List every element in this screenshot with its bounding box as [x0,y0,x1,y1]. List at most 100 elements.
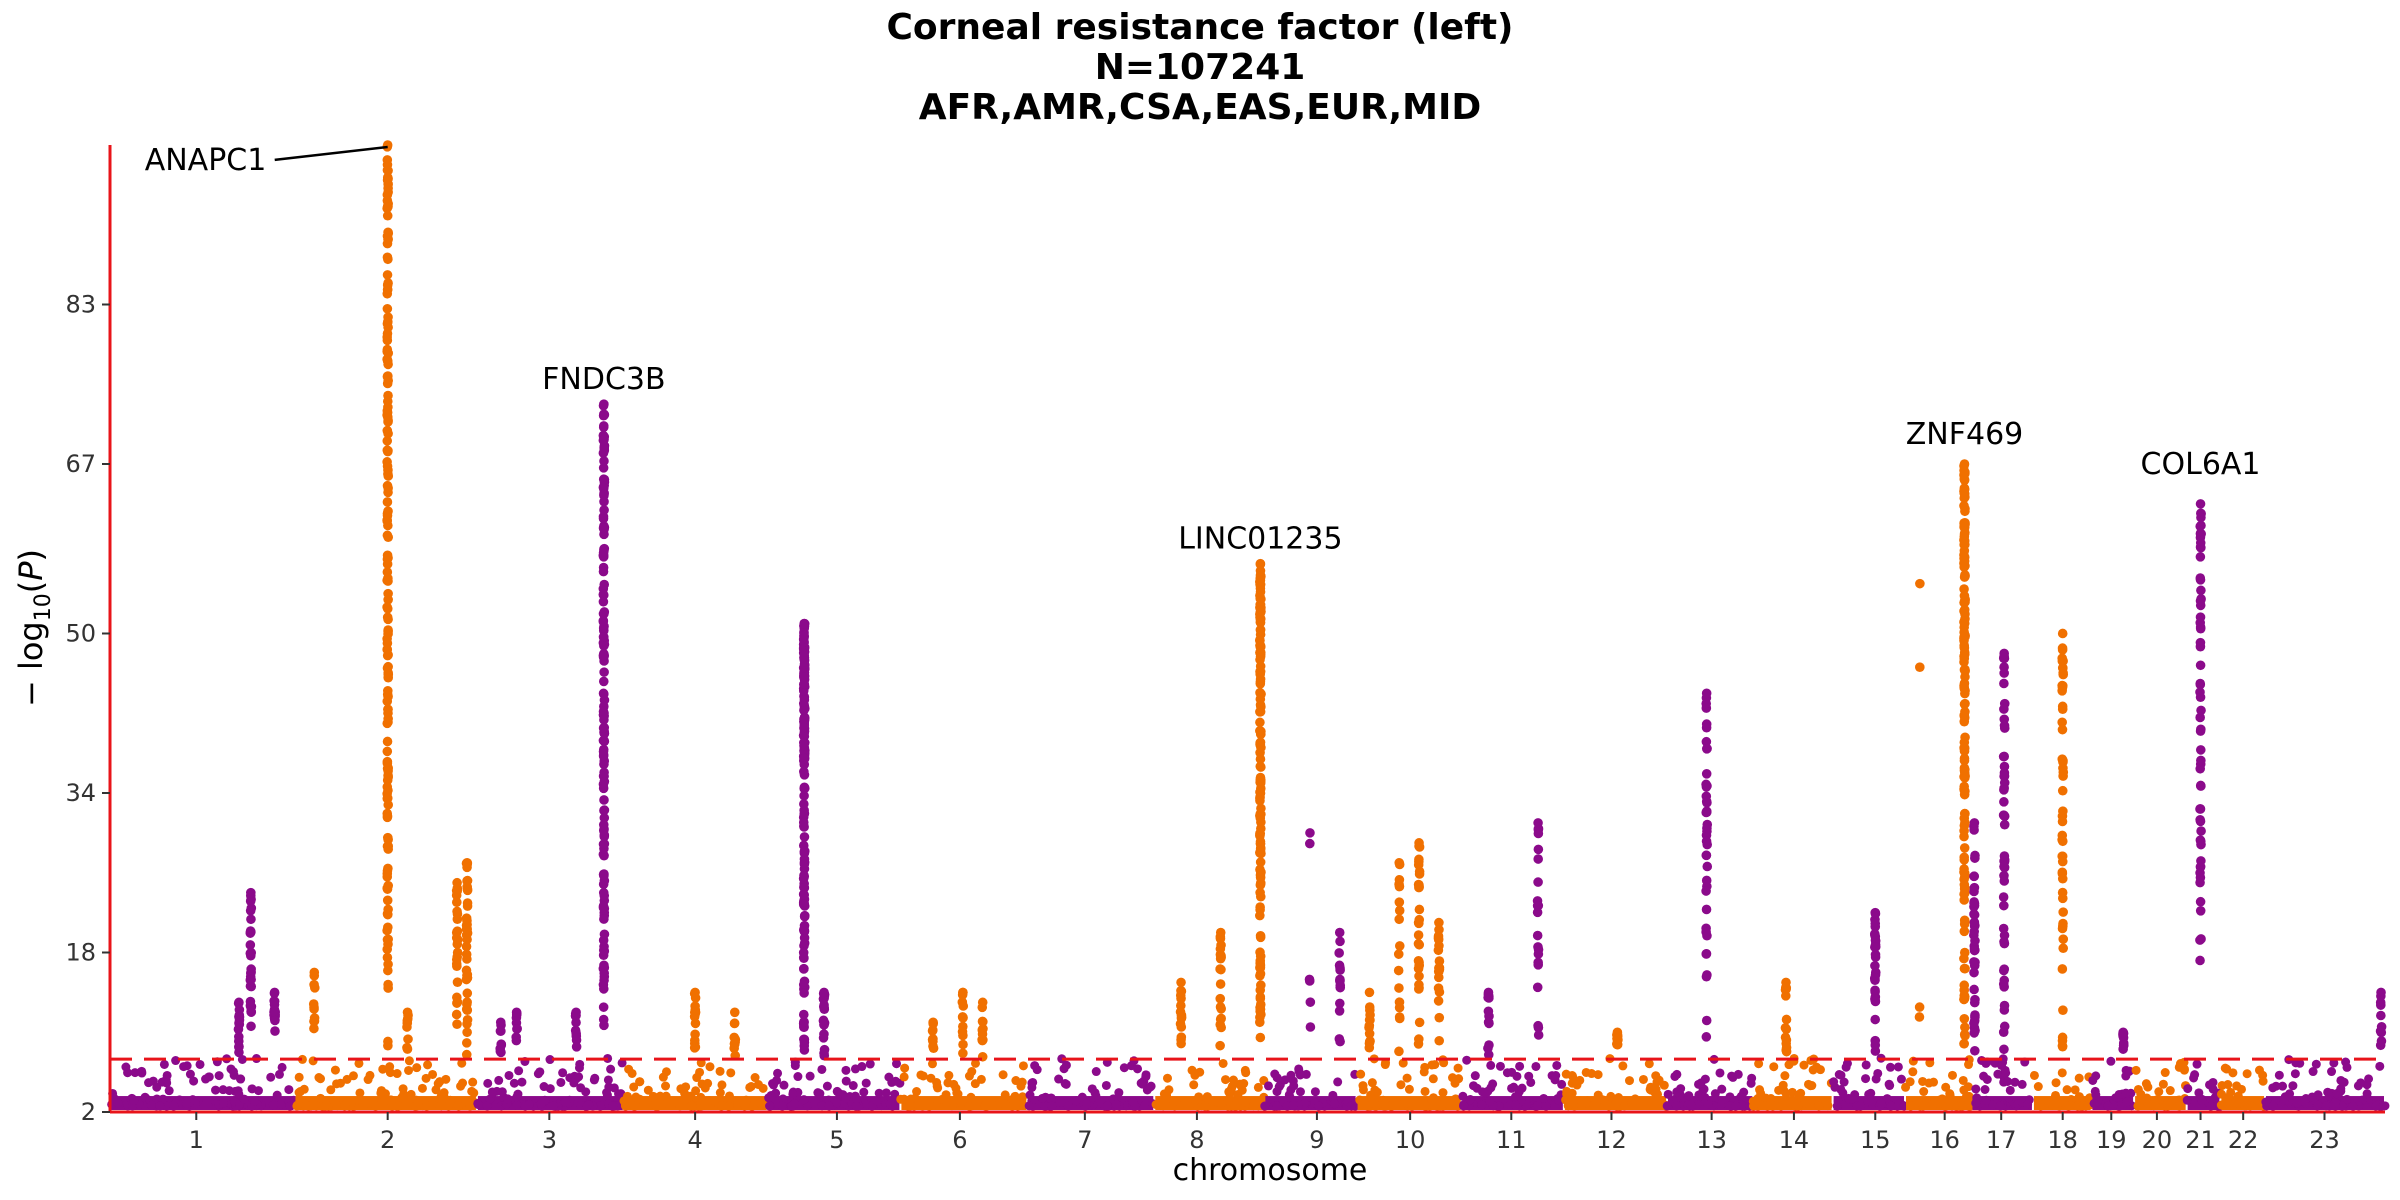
snp-point [2131,1065,2141,1075]
snp-point [1333,1077,1343,1087]
snp-point [468,1077,478,1087]
snp-point [822,1081,832,1091]
snp-point [495,1026,506,1036]
snp-point [1839,1077,1849,1087]
snp-point [2329,1058,2339,1068]
snp-point [598,422,609,433]
snp-point [574,1072,584,1082]
snp-point [740,1098,750,1108]
snp-point [1459,1101,1469,1111]
snp-point [1018,1092,1028,1102]
snp-point [2179,1065,2189,1075]
snp-point [798,899,809,909]
snp-point [599,434,609,445]
snp-point [1567,1071,1577,1081]
snp-point [427,1100,437,1110]
snp-point [556,1077,566,1087]
snp-point [1959,763,1970,773]
snp-point [1727,1071,1737,1081]
snp-point [1470,1071,1480,1081]
snp-point [494,1075,504,1085]
snp-point [382,238,393,249]
snp-point [604,1082,614,1092]
x-tick-label: 16 [1929,1126,1960,1154]
snp-point [246,1021,256,1032]
snp-point [330,1097,340,1107]
snp-point [503,1094,513,1104]
snp-point [1701,971,1712,982]
snp-point [726,1068,736,1078]
lead-snp-point [928,1017,938,1028]
snp-point [320,1101,330,1111]
snp-point [1215,1019,1226,1030]
snp-point [2376,1010,2386,1021]
snp-point [1071,1096,1081,1106]
snp-point [1937,1094,1947,1104]
snp-point [1028,1077,1038,1087]
snp-point [891,1076,901,1086]
snp-point [598,548,609,558]
snp-point [383,800,394,810]
snp-point [1785,1099,1795,1109]
chart-title-line-2: N=107241 [1094,47,1306,88]
snp-point [2196,520,2206,531]
snp-point [1433,983,1444,993]
snp-point [1433,996,1444,1006]
background-points [107,1053,2390,1111]
snp-point [799,654,810,665]
snp-point [383,668,393,678]
snp-point [246,947,256,958]
snp-point [750,1073,760,1083]
snp-point [1920,1100,1930,1110]
snp-point [1919,1087,1929,1097]
snp-point [1414,882,1424,892]
snp-point [1396,1080,1406,1090]
snp-point [1959,919,1970,929]
snp-point [1562,1086,1572,1096]
snp-point [1434,924,1444,935]
snp-point [1593,1090,1603,1100]
snp-point [1256,702,1266,712]
snp-point [1876,1098,1886,1108]
snp-point [462,969,473,980]
snp-point [382,602,392,612]
lead-snp-point [309,967,320,978]
snp-point [1638,1074,1648,1084]
snp-point [285,1101,295,1111]
snp-point [517,1077,527,1087]
x-tick-label: 12 [1596,1126,1627,1154]
snp-point [2195,905,2206,916]
snp-point [1218,1058,1228,1068]
snp-point [629,1082,639,1092]
gene-label: ANAPC1 [145,143,267,178]
snp-point [1533,1101,1543,1111]
snp-point [1233,1090,1243,1100]
y-tick-label: 50 [65,619,96,647]
snp-point [2196,585,2206,596]
snp-point [977,1029,988,1039]
snp-point [1552,1060,1562,1070]
snp-point [606,1064,616,1074]
snp-point [1796,1088,1806,1098]
snp-point [451,897,462,908]
snp-point [1231,1101,1241,1111]
snp-point [1999,936,2009,947]
snp-point [2196,512,2206,523]
snp-point [1701,1032,1712,1042]
snp-point [648,1091,658,1101]
snp-point [452,998,462,1008]
snp-point [1255,993,1266,1004]
snp-point [2121,1088,2131,1098]
snp-point [1511,1092,1521,1102]
snp-point [1980,1085,1990,1095]
snp-point [765,1101,775,1111]
lead-snp-point [462,857,472,868]
snp-point [2195,955,2205,966]
snp-point [2196,529,2206,540]
snp-point [1870,996,1881,1007]
snp-point [1119,1063,1129,1073]
snp-point [2033,1082,2043,1092]
snp-point [1998,923,2009,934]
snp-point [1701,769,1712,779]
snp-point [1438,1088,1448,1098]
